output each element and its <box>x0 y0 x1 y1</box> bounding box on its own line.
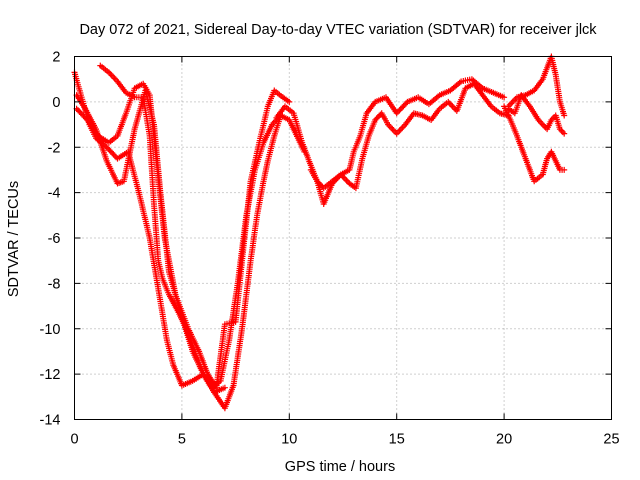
series-track-9 <box>505 53 568 119</box>
x-tick-label: 25 <box>603 432 619 448</box>
y-tick-label: 2 <box>52 50 60 66</box>
series-track-7 <box>501 103 568 185</box>
data-point-markers <box>73 87 284 412</box>
data-markers <box>71 53 568 412</box>
series-track-4 <box>97 62 308 391</box>
data-point-markers <box>307 76 508 207</box>
chart-title: Day 072 of 2021, Sidereal Day-to-day VTE… <box>79 22 597 38</box>
y-tick-label: -12 <box>40 367 61 383</box>
y-tick-label: -6 <box>48 231 61 247</box>
x-tick-label: 0 <box>70 432 78 448</box>
data-point-markers <box>501 103 568 185</box>
y-axis-label: SDTVAR / TECUs <box>6 181 22 297</box>
y-tick-label: -4 <box>48 186 61 202</box>
series-track-6 <box>307 76 508 207</box>
data-point-markers <box>97 62 308 391</box>
series-track-5 <box>273 80 512 192</box>
x-tick-label: 5 <box>178 432 186 448</box>
data-point-markers <box>273 80 512 192</box>
y-tick-label: -8 <box>48 276 61 292</box>
x-axis-label: GPS time / hours <box>285 459 395 475</box>
series-track-3 <box>73 80 293 391</box>
x-tick-label: 20 <box>496 432 512 448</box>
y-tick-label: -2 <box>48 140 61 156</box>
x-tick-label: 15 <box>389 432 405 448</box>
y-tick-label: 0 <box>52 95 60 111</box>
axis-ticks: 0 5 10 15 20 25 -14 -12 -10 -8 -6 -4 -2 0 2 <box>40 50 620 448</box>
y-tick-label: -10 <box>40 322 61 338</box>
series-track-2 <box>73 87 284 412</box>
data-point-markers <box>73 80 293 391</box>
x-tick-label: 10 <box>281 432 297 448</box>
y-tick-label: -14 <box>40 413 61 429</box>
data-point-markers <box>505 53 568 119</box>
